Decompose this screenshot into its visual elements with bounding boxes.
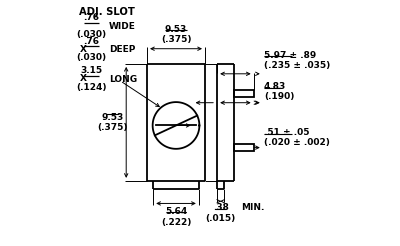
Text: 5.64
(.222): 5.64 (.222)	[161, 207, 191, 227]
Text: 9.53
(.375): 9.53 (.375)	[98, 113, 128, 132]
Text: MIN.: MIN.	[242, 203, 265, 212]
Text: 4.83
(.190): 4.83 (.190)	[264, 82, 294, 101]
Text: 3.15: 3.15	[80, 66, 102, 75]
Text: .76: .76	[83, 13, 99, 22]
Text: .38
(.015): .38 (.015)	[206, 203, 236, 223]
Text: 9.53
(.375): 9.53 (.375)	[161, 25, 191, 44]
Text: (.030): (.030)	[76, 53, 106, 62]
Text: 5.97 ± .89
(.235 ± .035): 5.97 ± .89 (.235 ± .035)	[264, 51, 330, 70]
Bar	[234, 144, 254, 151]
Text: (.124): (.124)	[76, 83, 106, 92]
Text: ADJ. SLOT: ADJ. SLOT	[80, 7, 135, 17]
Text: WIDE: WIDE	[109, 22, 136, 31]
Text: DEEP: DEEP	[109, 45, 135, 54]
Text: (.030): (.030)	[76, 30, 106, 39]
Text: .51 ± .05
(.020 ± .002): .51 ± .05 (.020 ± .002)	[264, 128, 330, 147]
Text: LONG: LONG	[109, 75, 137, 84]
Text: X: X	[80, 74, 86, 83]
Bar	[234, 90, 254, 97]
Text: .76: .76	[83, 36, 99, 46]
Text: X: X	[80, 45, 86, 54]
